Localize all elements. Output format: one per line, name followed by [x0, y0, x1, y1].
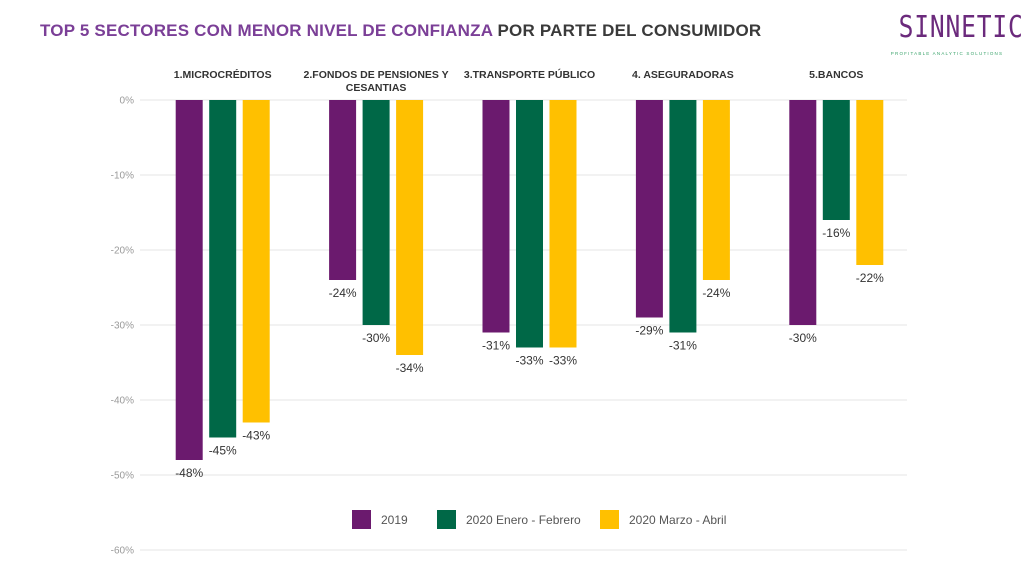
bar — [242, 100, 270, 423]
bar — [635, 100, 663, 318]
data-label: -43% — [242, 429, 270, 443]
bar — [669, 100, 697, 333]
category-label: 3.TRANSPORTE PÚBLICO — [464, 68, 595, 81]
data-label: -45% — [209, 444, 237, 458]
y-tick-label: 0% — [120, 96, 135, 107]
y-tick-label: -30% — [111, 321, 134, 332]
bar — [549, 100, 577, 348]
data-label: -31% — [669, 339, 697, 353]
data-label: -34% — [396, 361, 424, 375]
category-label: 1.MICROCRÉDITOS — [174, 68, 272, 81]
y-tick-label: -10% — [111, 171, 134, 182]
legend-swatch — [600, 510, 619, 529]
data-label: -33% — [515, 354, 543, 368]
data-label: -29% — [635, 324, 663, 338]
data-label: -33% — [549, 354, 577, 368]
bar — [209, 100, 237, 438]
bar — [362, 100, 390, 325]
chart-title: TOP 5 SECTORES CON MENOR NIVEL DE CONFIA… — [40, 21, 761, 41]
bar — [175, 100, 203, 460]
legend-label: 2020 Enero - Febrero — [466, 513, 581, 527]
legend-swatch — [437, 510, 456, 529]
data-label: -16% — [822, 226, 850, 240]
bar — [856, 100, 884, 265]
category-label: CESANTIAS — [346, 82, 407, 94]
y-tick-label: -50% — [111, 471, 134, 482]
bar — [702, 100, 730, 280]
bar — [789, 100, 817, 325]
data-label: -31% — [482, 339, 510, 353]
legend-swatch — [352, 510, 371, 529]
data-label: -24% — [702, 286, 730, 300]
title-rest: POR PARTE DEL CONSUMIDOR — [497, 21, 762, 40]
data-label: -48% — [175, 466, 203, 480]
legend-label: 2020 Marzo - Abril — [629, 513, 726, 527]
title-accent: TOP 5 SECTORES CON MENOR NIVEL DE CONFIA… — [40, 21, 493, 40]
bar — [822, 100, 850, 220]
y-tick-label: -60% — [111, 546, 134, 557]
category-label: 2.FONDOS DE PENSIONES Y — [304, 69, 449, 81]
bar — [396, 100, 424, 355]
bar — [516, 100, 543, 348]
y-tick-label: -40% — [111, 396, 134, 407]
category-label: 4. ASEGURADORAS — [632, 69, 734, 81]
bar — [482, 100, 510, 333]
sinnetic-logo: SINNETIC PROFITABLE ANALYTIC SOLUTIONS — [888, 10, 1023, 62]
data-label: -22% — [856, 271, 884, 285]
y-tick-label: -20% — [111, 246, 134, 257]
bar — [329, 100, 357, 280]
legend-label: 2019 — [381, 513, 408, 527]
logo-tagline: PROFITABLE ANALYTIC SOLUTIONS — [890, 51, 1004, 56]
category-label: 5.BANCOS — [809, 69, 863, 81]
data-label: -24% — [329, 286, 357, 300]
data-label: -30% — [362, 331, 390, 345]
data-label: -30% — [789, 331, 817, 345]
